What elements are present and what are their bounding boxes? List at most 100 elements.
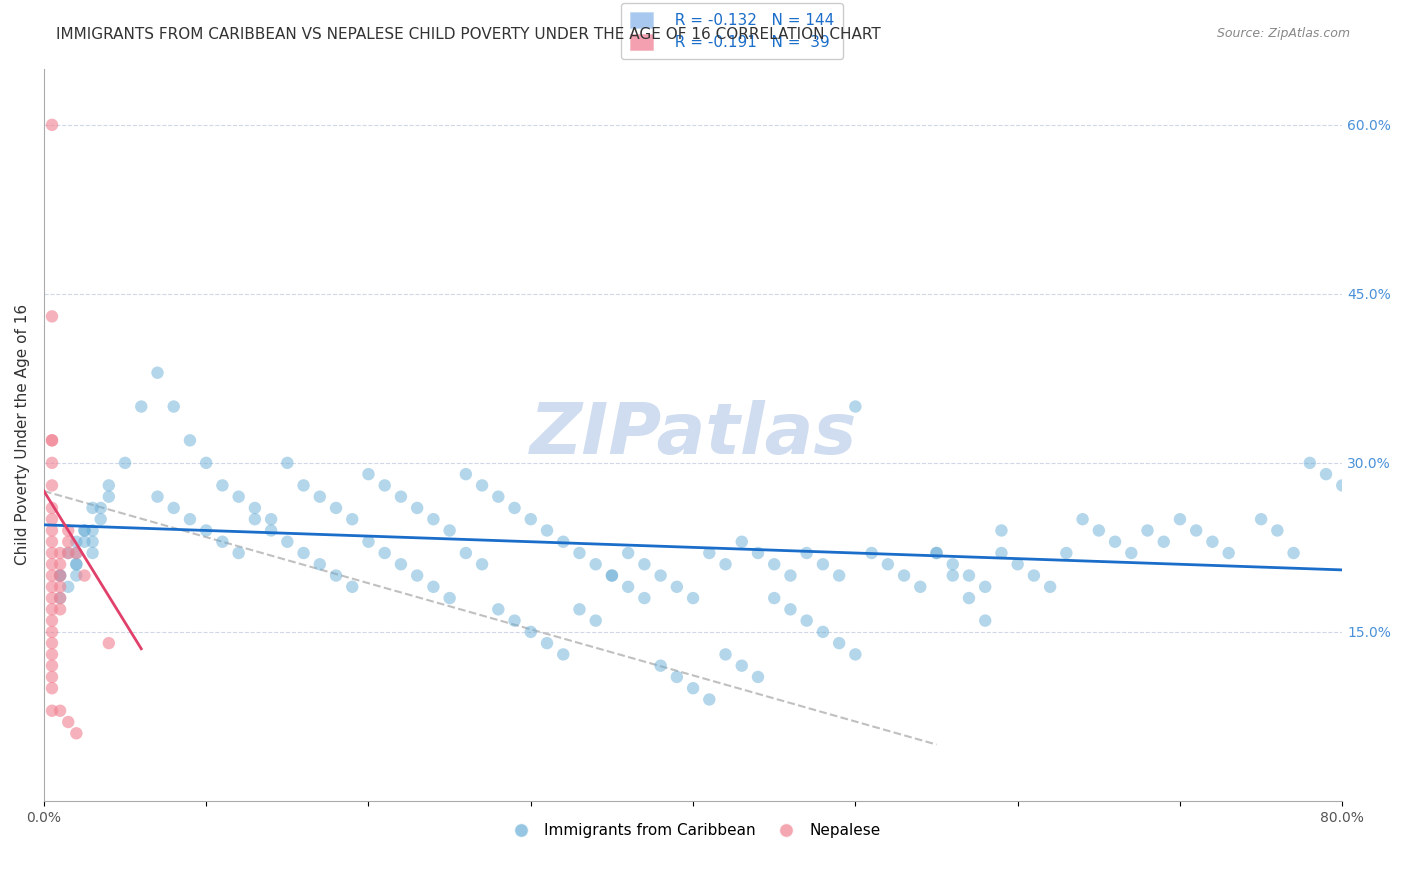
Immigrants from Caribbean (389, 558, 412, 572)
Immigrants from Caribbean (714, 648, 737, 662)
Immigrants from Caribbean (49, 568, 72, 582)
Nepalese (58, 534, 80, 549)
Immigrants from Caribbean (486, 490, 509, 504)
Immigrants from Caribbean (406, 500, 429, 515)
Nepalese (49, 602, 72, 616)
Immigrants from Caribbean (90, 512, 112, 526)
Immigrants from Caribbean (633, 558, 655, 572)
Immigrants from Caribbean (65, 568, 87, 582)
Immigrants from Caribbean (243, 500, 266, 515)
Immigrants from Caribbean (97, 490, 120, 504)
Immigrants from Caribbean (665, 580, 688, 594)
Immigrants from Caribbean (893, 568, 915, 582)
Immigrants from Caribbean (82, 534, 104, 549)
Immigrants from Caribbean (49, 591, 72, 605)
Immigrants from Caribbean (471, 558, 494, 572)
Text: ZIPatlas: ZIPatlas (530, 401, 856, 469)
Immigrants from Caribbean (179, 512, 201, 526)
Nepalese (41, 614, 63, 628)
Immigrants from Caribbean (292, 546, 315, 560)
Text: Source: ZipAtlas.com: Source: ZipAtlas.com (1216, 27, 1350, 40)
Immigrants from Caribbean (374, 478, 396, 492)
Immigrants from Caribbean (374, 546, 396, 560)
Immigrants from Caribbean (454, 546, 477, 560)
Immigrants from Caribbean (747, 546, 769, 560)
Immigrants from Caribbean (796, 546, 818, 560)
Immigrants from Caribbean (325, 568, 347, 582)
Immigrants from Caribbean (520, 512, 543, 526)
Immigrants from Caribbean (342, 512, 364, 526)
Immigrants from Caribbean (747, 670, 769, 684)
Immigrants from Caribbean (910, 580, 932, 594)
Immigrants from Caribbean (357, 467, 380, 482)
Immigrants from Caribbean (58, 580, 80, 594)
Immigrants from Caribbean (763, 591, 786, 605)
Nepalese (49, 704, 72, 718)
Immigrants from Caribbean (503, 614, 526, 628)
Immigrants from Caribbean (503, 500, 526, 515)
Immigrants from Caribbean (844, 648, 866, 662)
Immigrants from Caribbean (97, 478, 120, 492)
Immigrants from Caribbean (925, 546, 948, 560)
Immigrants from Caribbean (553, 534, 575, 549)
Immigrants from Caribbean (568, 602, 591, 616)
Nepalese (41, 434, 63, 448)
Nepalese (41, 500, 63, 515)
Immigrants from Caribbean (844, 400, 866, 414)
Immigrants from Caribbean (600, 568, 623, 582)
Immigrants from Caribbean (228, 546, 250, 560)
Immigrants from Caribbean (957, 568, 980, 582)
Nepalese (41, 681, 63, 696)
Immigrants from Caribbean (260, 512, 283, 526)
Immigrants from Caribbean (990, 546, 1012, 560)
Nepalese (49, 591, 72, 605)
Immigrants from Caribbean (633, 591, 655, 605)
Immigrants from Caribbean (454, 467, 477, 482)
Immigrants from Caribbean (179, 434, 201, 448)
Immigrants from Caribbean (536, 636, 558, 650)
Immigrants from Caribbean (422, 512, 444, 526)
Immigrants from Caribbean (163, 500, 186, 515)
Immigrants from Caribbean (276, 456, 298, 470)
Immigrants from Caribbean (471, 478, 494, 492)
Immigrants from Caribbean (974, 614, 997, 628)
Immigrants from Caribbean (308, 490, 330, 504)
Immigrants from Caribbean (860, 546, 883, 560)
Immigrants from Caribbean (617, 580, 640, 594)
Immigrants from Caribbean (553, 648, 575, 662)
Immigrants from Caribbean (65, 534, 87, 549)
Immigrants from Caribbean (811, 558, 834, 572)
Immigrants from Caribbean (520, 624, 543, 639)
Immigrants from Caribbean (697, 546, 720, 560)
Immigrants from Caribbean (714, 558, 737, 572)
Immigrants from Caribbean (1136, 524, 1159, 538)
Immigrants from Caribbean (114, 456, 136, 470)
Immigrants from Caribbean (942, 568, 965, 582)
Nepalese (41, 624, 63, 639)
Y-axis label: Child Poverty Under the Age of 16: Child Poverty Under the Age of 16 (15, 304, 30, 566)
Immigrants from Caribbean (957, 591, 980, 605)
Immigrants from Caribbean (568, 546, 591, 560)
Immigrants from Caribbean (1218, 546, 1240, 560)
Text: IMMIGRANTS FROM CARIBBEAN VS NEPALESE CHILD POVERTY UNDER THE AGE OF 16 CORRELAT: IMMIGRANTS FROM CARIBBEAN VS NEPALESE CH… (56, 27, 882, 42)
Immigrants from Caribbean (82, 500, 104, 515)
Nepalese (58, 546, 80, 560)
Nepalese (41, 636, 63, 650)
Immigrants from Caribbean (260, 524, 283, 538)
Immigrants from Caribbean (682, 591, 704, 605)
Nepalese (41, 478, 63, 492)
Immigrants from Caribbean (1088, 524, 1111, 538)
Immigrants from Caribbean (65, 558, 87, 572)
Immigrants from Caribbean (600, 568, 623, 582)
Immigrants from Caribbean (617, 546, 640, 560)
Immigrants from Caribbean (779, 602, 801, 616)
Immigrants from Caribbean (357, 534, 380, 549)
Immigrants from Caribbean (811, 624, 834, 639)
Nepalese (58, 714, 80, 729)
Immigrants from Caribbean (1007, 558, 1029, 572)
Immigrants from Caribbean (65, 558, 87, 572)
Immigrants from Caribbean (406, 568, 429, 582)
Nepalese (41, 591, 63, 605)
Nepalese (73, 568, 96, 582)
Immigrants from Caribbean (990, 524, 1012, 538)
